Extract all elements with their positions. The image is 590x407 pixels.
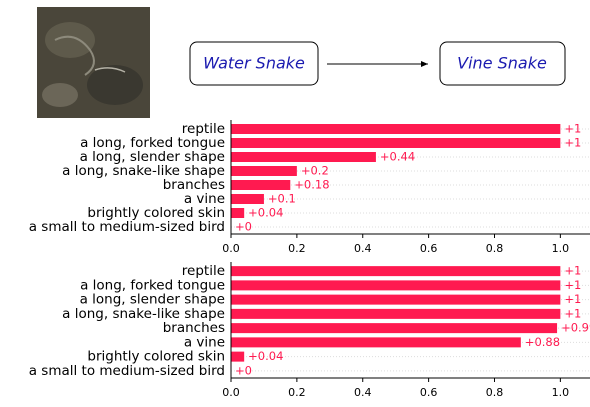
value-label: +1 [564,136,581,150]
category-label: branches [163,320,225,336]
bar [231,266,561,277]
value-label: +1 [564,292,581,306]
x-tick-label: 0.6 [420,242,438,255]
bar [231,180,291,190]
x-tick-label: 0.0 [222,386,240,399]
x-tick-label: 0.8 [486,242,504,255]
x-tick-label: 0.2 [288,386,306,399]
x-tick-label: 0.0 [222,242,240,255]
bar [231,323,558,334]
x-tick-label: 0.8 [486,386,504,399]
value-label: +1 [564,306,581,320]
class-transition: Water Snake Vine Snake [189,41,566,86]
category-label: a small to medium-sized bird [29,363,225,379]
photo [37,7,150,118]
bar [231,294,561,305]
value-label: +0.04 [248,206,283,220]
value-label: +0.1 [268,192,296,206]
category-label: a long, forked tongue [80,277,225,293]
bar [231,124,561,134]
x-tick-label: 0.4 [354,242,372,255]
value-label: +0.44 [380,150,415,164]
target-box [439,41,566,86]
value-label: +0.99 [561,321,590,335]
bar [231,280,561,291]
category-label: a vine [184,191,225,207]
category-label: a long, snake-like shape [62,306,225,322]
category-label: a vine [184,334,225,350]
bar [231,194,264,204]
source-label: Water Snake [203,54,305,73]
bar [231,208,245,218]
category-label: a long, forked tongue [80,135,225,151]
value-label: +0.18 [294,178,329,192]
category-label: a long, snake-like shape [62,163,225,179]
category-label: a long, slender shape [80,149,225,165]
category-label: reptile [182,263,225,279]
value-label: +1 [564,278,581,292]
value-label: +0.88 [525,335,560,349]
category-label: reptile [182,121,225,137]
target-label: Vine Snake [457,54,547,73]
bar [231,166,297,176]
x-tick-label: 1.0 [552,242,570,255]
value-label: +0.04 [248,349,283,363]
category-label: brightly colored skin [87,349,225,365]
x-tick-label: 0.6 [420,386,438,399]
value-label: +0 [235,363,252,377]
bar [231,138,561,148]
category-label: a long, slender shape [80,292,225,308]
x-tick-label: 0.2 [288,242,306,255]
category-label: brightly colored skin [87,205,225,221]
source-box [189,41,319,86]
x-tick-label: 1.0 [552,386,570,399]
value-label: +1 [564,122,581,136]
bar [231,351,245,362]
value-label: +1 [564,264,581,278]
value-label: +0.2 [301,164,329,178]
x-tick-label: 0.4 [354,386,372,399]
bar [231,152,376,162]
value-label: +0 [235,220,252,234]
bar [231,337,521,348]
bar [231,308,561,319]
category-label: branches [163,177,225,193]
category-label: a small to medium-sized bird [29,219,225,235]
